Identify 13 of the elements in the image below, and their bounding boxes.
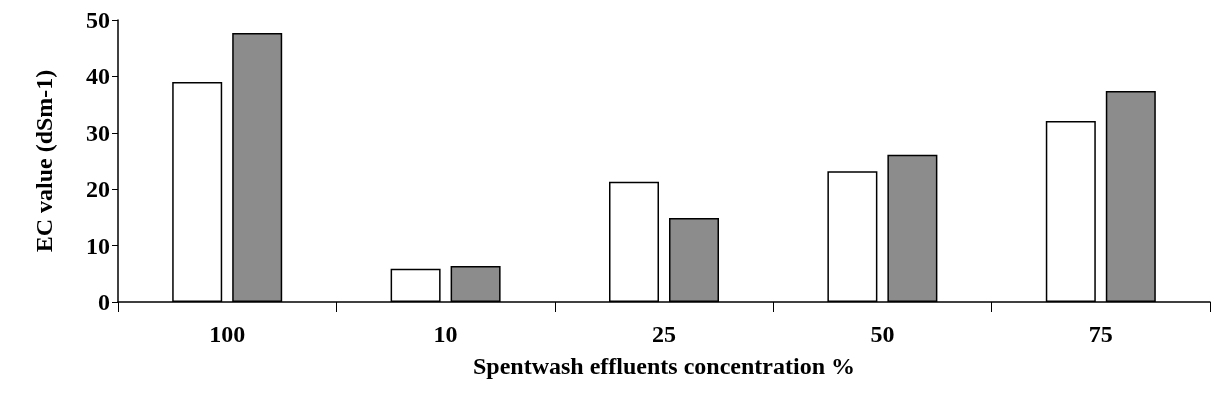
y-tick-label: 40 [86, 63, 110, 90]
y-tick-label: 10 [86, 232, 110, 259]
x-axis-title: Spentwash effluents concentration % [473, 353, 855, 379]
y-tick-label: 50 [86, 7, 110, 33]
y-axis-title: EC value (dSm-1) [31, 69, 57, 253]
x-tick-label: 25 [652, 321, 676, 347]
x-tick-label: 100 [209, 321, 246, 347]
x-tick-label: 50 [870, 321, 895, 347]
x-tick-label: 10 [433, 321, 458, 347]
y-tick-label: 20 [86, 176, 110, 203]
x-tick-label: 75 [1088, 321, 1113, 347]
y-tick-label: 30 [86, 119, 110, 146]
y-tick-label: 0 [98, 289, 110, 315]
